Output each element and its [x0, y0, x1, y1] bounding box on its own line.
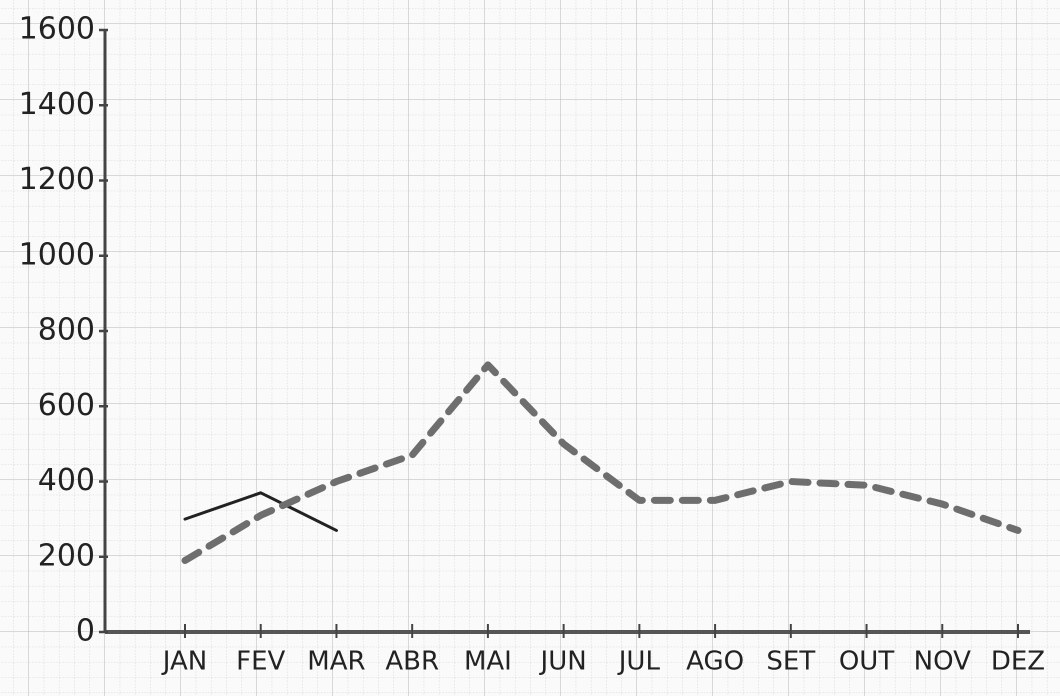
- x-tick-label: JUN: [539, 647, 587, 677]
- x-tick-label: ABR: [385, 647, 439, 677]
- y-tick-label: 0: [76, 614, 95, 649]
- x-tick-label: DEZ: [991, 647, 1045, 677]
- x-tick-label: SET: [766, 647, 815, 677]
- y-tick-label: 1600: [19, 12, 95, 47]
- y-tick-label: 800: [38, 313, 95, 348]
- y-tick-label: 1000: [19, 237, 95, 272]
- y-tick-label: 1400: [19, 87, 95, 122]
- x-tick-label: JUL: [617, 647, 661, 677]
- x-tick-label: NOV: [914, 647, 971, 677]
- y-tick-label: 200: [38, 538, 95, 573]
- x-tick-label: OUT: [839, 647, 894, 677]
- y-tick-label: 400: [38, 463, 95, 498]
- line-series: [183, 491, 338, 532]
- y-tick-label: 600: [38, 388, 95, 423]
- x-tick-label: JAN: [161, 647, 207, 677]
- x-tick-label: MAI: [464, 647, 512, 677]
- y-tick-label: 1200: [19, 162, 95, 197]
- line-series: [181, 361, 1022, 565]
- x-tick-label: FEV: [236, 647, 285, 677]
- x-tick-label: MAR: [307, 647, 365, 677]
- x-tick-label: AGO: [686, 647, 744, 677]
